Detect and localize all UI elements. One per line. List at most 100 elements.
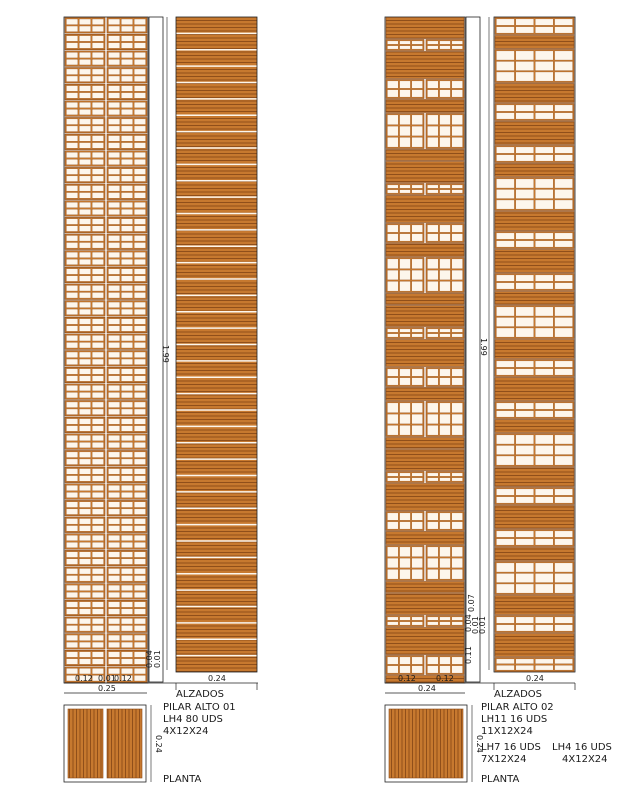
lh7-block — [385, 327, 425, 339]
pillar-1-joint-strip: 1.99 — [148, 16, 170, 683]
solid-course — [385, 293, 465, 305]
lh4-block — [494, 529, 575, 547]
solid-course — [494, 419, 575, 433]
lh4-block — [494, 273, 575, 291]
lh4-block — [494, 359, 575, 377]
pillar-1-planta-label: PLANTA — [163, 774, 201, 785]
pillar-2-dim-3: 0.04 — [464, 614, 473, 632]
pillar-2-mixed-blocks — [385, 17, 465, 683]
solid-course — [385, 339, 465, 367]
lh4-block — [494, 487, 575, 505]
solid-course — [385, 483, 465, 511]
solid-course — [494, 505, 575, 529]
solid-course — [494, 547, 575, 561]
solid-course — [385, 449, 465, 471]
pillar-2-dim-0: 0.11 — [464, 646, 473, 664]
solid-course — [494, 377, 575, 401]
pillar-1-spec-line-2: 4X12X24 — [163, 726, 209, 737]
solid-course — [494, 249, 575, 273]
solid-course — [494, 633, 575, 657]
pillar-2-spec-line-2: 11X12X24 — [481, 726, 533, 737]
pillar-1-section-gap-label: 0.01 — [98, 674, 116, 683]
pillar-1-section-a-label: 0.12 — [75, 674, 93, 683]
pillar-2-dimension-group: 0.12 0.12 0.24 0.24 0.11 0.01 0.01 0.04 … — [385, 594, 576, 700]
solid-course — [494, 291, 575, 305]
pillar-2-side-blocks — [494, 17, 575, 672]
pillar-2-plan: 0.24 PILAR ALTO 02 LH11 16 UDS 11X12X24 … — [384, 702, 612, 785]
pillar-2-height-label: 1.99 — [479, 338, 488, 356]
pillar-1-side-joints — [176, 32, 257, 657]
solid-course — [494, 467, 575, 487]
solid-course — [385, 387, 465, 401]
solid-course — [385, 51, 465, 79]
pillar-1-plan: 0.24 PILAR ALTO 01 LH4 80 UDS 4X12X24 PL… — [63, 702, 236, 785]
pillar-2-lh7-line-2: 7X12X24 — [481, 754, 527, 765]
pillar-2-planta-label: PLANTA — [481, 774, 519, 785]
pillar-2-elevation-width-label: 0.24 — [526, 674, 544, 683]
pillar-2-dim-1: 0.01 — [471, 616, 480, 634]
solid-course — [385, 195, 465, 223]
lh4-block — [494, 231, 575, 249]
lh7-block — [425, 183, 465, 195]
pillar-2-section-b-label: 0.12 — [436, 674, 454, 683]
pillar-1-bottom-dim-b: 0.01 — [153, 650, 162, 668]
lh7-block — [425, 327, 465, 339]
pillar-2-alzados-label: ALZADOS — [494, 689, 542, 700]
pillar-1-alzados-label: ALZADOS — [176, 689, 224, 700]
pillar-2-title: PILAR ALTO 02 — [481, 702, 554, 713]
solid-course — [494, 163, 575, 177]
pillar-2-plan-dim-label: 0.24 — [475, 735, 484, 753]
lh7-block — [385, 183, 425, 195]
lh4-block — [494, 103, 575, 121]
pillar-2-section-a-label: 0.12 — [398, 674, 416, 683]
pillar-2-lh4-line-2: 4X12X24 — [562, 754, 608, 765]
pillar-1-side-elevation — [175, 16, 258, 673]
lh4-block — [494, 401, 575, 419]
lh7-block — [425, 39, 465, 51]
lh7-block — [425, 471, 465, 483]
solid-course — [385, 675, 465, 683]
pillar-1-hollow-blocks — [64, 17, 148, 683]
lh4-block — [494, 145, 575, 163]
pillar-2-dim-4: 0.07 — [467, 594, 476, 612]
pillar-2-lh4-line-1: LH4 16 UDS — [552, 742, 612, 753]
pillar-1-height-label: 1.99 — [161, 345, 170, 363]
lh7-block — [385, 39, 425, 51]
solid-course — [385, 161, 465, 183]
solid-course — [385, 99, 465, 113]
solid-course — [494, 595, 575, 615]
solid-course — [385, 581, 465, 593]
solid-course — [385, 17, 465, 39]
pillar-2-total-width-label: 0.24 — [418, 684, 436, 693]
solid-course — [385, 149, 465, 161]
pillar-1-dimension-group: 0.12 0.01 0.12 0.04 0.01 0.25 0.24 ALZAD… — [64, 650, 258, 700]
solid-course — [385, 243, 465, 257]
pillar-1-front-elevation — [63, 16, 149, 684]
solid-course — [385, 627, 465, 655]
pillar-2-side-elevation — [493, 16, 576, 673]
pillar-2-spec-line-1: LH11 16 UDS — [481, 714, 547, 725]
pillar-1-section-b-label: 0.12 — [114, 674, 132, 683]
pillar-1-spec-line-1: LH4 80 UDS — [163, 714, 223, 725]
solid-course — [494, 35, 575, 49]
pillar-1-title: PILAR ALTO 01 — [163, 702, 236, 713]
lh7-block — [385, 615, 425, 627]
pillar-1-plan-dim-label: 0.24 — [154, 735, 163, 753]
solid-course — [494, 83, 575, 103]
pillar-1-total-width-label: 0.25 — [98, 684, 116, 693]
lh4-block — [494, 657, 575, 672]
pillar-2-joint-strip: 1.99 — [465, 16, 490, 683]
pillar-2-dim-stack: 0.11 0.01 0.01 0.04 0.07 — [464, 594, 487, 664]
pillar-1-elevation-width-label: 0.24 — [208, 674, 226, 683]
solid-course — [385, 531, 465, 545]
lh4-block — [494, 615, 575, 633]
solid-course — [385, 305, 465, 327]
lh7-block — [385, 471, 425, 483]
solid-course — [385, 437, 465, 449]
pillar-2-front-elevation — [384, 16, 466, 684]
pillar-2-dim-2: 0.01 — [478, 616, 487, 634]
solid-course — [494, 211, 575, 231]
solid-course — [494, 121, 575, 145]
solid-course — [494, 339, 575, 359]
